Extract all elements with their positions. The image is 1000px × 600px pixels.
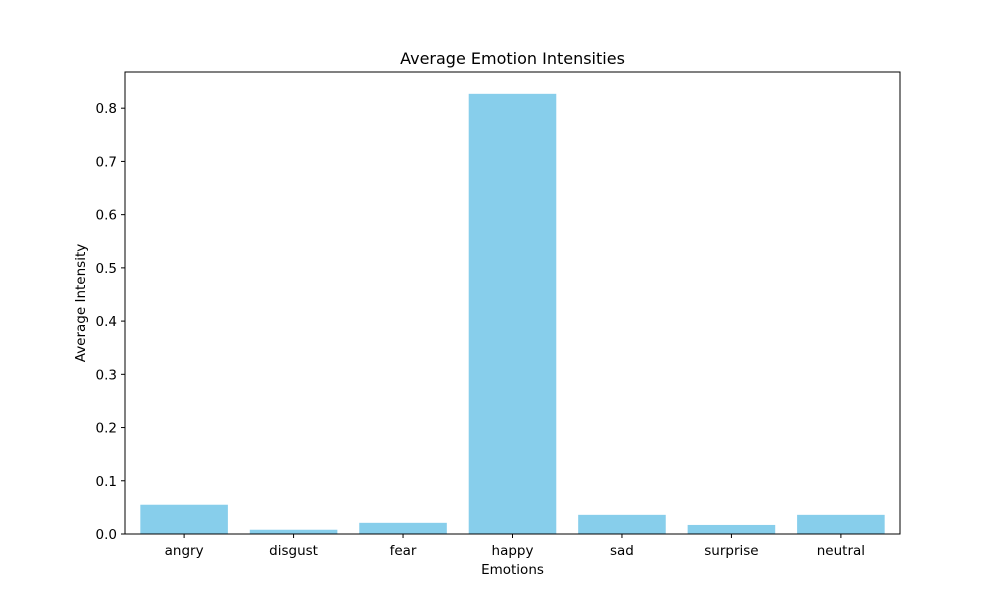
x-tick-label: angry <box>165 543 204 559</box>
y-tick-label: 0.4 <box>96 314 117 330</box>
y-axis-ticks: 0.0 0.1 0.2 0.3 0.4 0.5 0.6 0.7 0.8 <box>96 101 125 543</box>
x-axis-label: Emotions <box>481 562 544 578</box>
y-tick-label: 0.3 <box>96 367 117 383</box>
y-axis-label: Average Intensity <box>73 244 89 363</box>
y-tick-label: 0.7 <box>96 154 117 170</box>
y-tick-label: 0.6 <box>96 208 117 224</box>
chart-title: Average Emotion Intensities <box>400 49 625 68</box>
y-tick-label: 0.0 <box>96 527 117 543</box>
x-tick-label: happy <box>492 543 534 559</box>
x-tick-label: neutral <box>817 543 865 559</box>
plot-frame <box>124 71 901 535</box>
x-tick-label: surprise <box>704 543 758 559</box>
bar-sad <box>578 514 666 534</box>
bar-neutral <box>797 514 885 534</box>
x-tick-label: sad <box>610 543 634 559</box>
bar-disgust <box>249 529 338 534</box>
bars-group <box>140 93 885 534</box>
bar-happy <box>468 93 557 534</box>
y-tick-label: 0.5 <box>96 261 117 277</box>
x-tick-label: disgust <box>269 543 318 559</box>
x-axis-ticks: angry disgust fear happy sad surprise neutral <box>165 534 865 559</box>
y-tick-label: 0.8 <box>96 101 117 117</box>
bar-angry <box>140 504 228 534</box>
y-tick-label: 0.2 <box>96 421 117 437</box>
x-tick-label: fear <box>390 543 417 559</box>
bar-fear <box>359 522 447 534</box>
bar-surprise <box>687 524 776 534</box>
y-tick-label: 0.1 <box>96 474 117 490</box>
